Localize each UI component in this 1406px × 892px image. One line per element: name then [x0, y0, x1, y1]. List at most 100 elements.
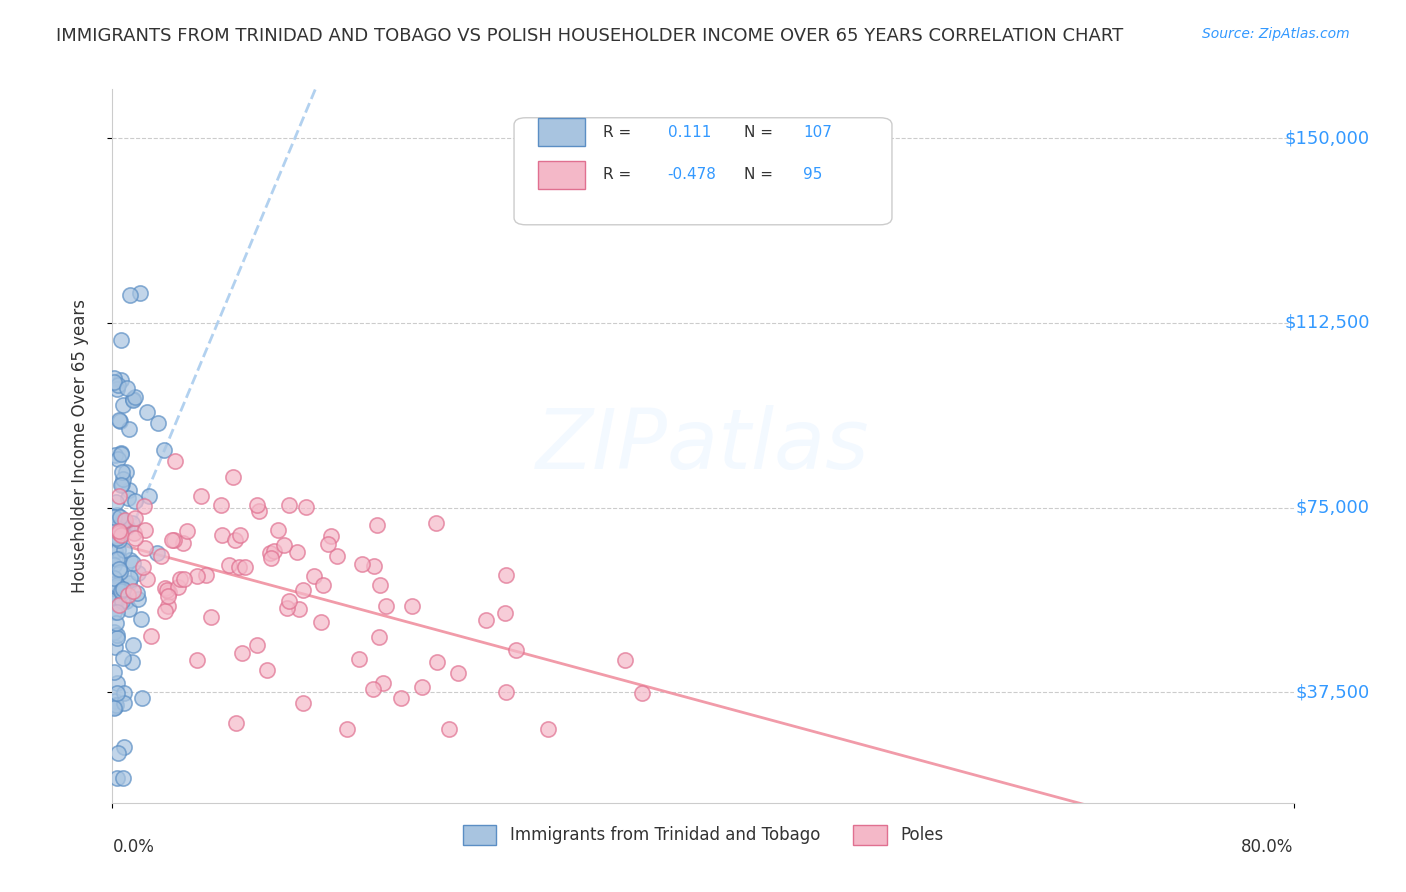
- Point: [246, 638, 269, 652]
- Point: [118, 602, 141, 616]
- Point: [108, 562, 131, 576]
- Point: [124, 531, 146, 545]
- Point: [319, 529, 342, 543]
- Point: [117, 589, 139, 603]
- Point: [103, 582, 125, 596]
- Point: [103, 596, 125, 610]
- Point: [288, 602, 311, 616]
- Point: [121, 583, 143, 598]
- Point: [112, 686, 135, 700]
- Point: [373, 676, 395, 690]
- Point: [111, 520, 134, 534]
- Point: [361, 681, 384, 696]
- Point: [117, 491, 139, 505]
- Point: [613, 653, 636, 667]
- Point: [336, 722, 359, 736]
- Point: [107, 543, 129, 558]
- Point: [117, 381, 139, 395]
- FancyBboxPatch shape: [515, 118, 891, 225]
- Point: [260, 551, 283, 566]
- Point: [218, 558, 240, 572]
- Text: 0.0%: 0.0%: [112, 838, 155, 856]
- Point: [505, 643, 527, 657]
- Point: [495, 568, 517, 582]
- Text: $75,000: $75,000: [1296, 499, 1369, 516]
- Point: [104, 694, 127, 708]
- Point: [495, 684, 517, 698]
- Point: [326, 549, 349, 564]
- Point: [108, 526, 131, 541]
- Point: [114, 516, 136, 530]
- Point: [256, 663, 278, 677]
- Point: [273, 538, 295, 552]
- Point: [221, 470, 243, 484]
- Point: [103, 625, 125, 640]
- Point: [401, 599, 423, 613]
- Point: [103, 593, 125, 607]
- Point: [103, 583, 125, 598]
- Point: [108, 524, 131, 538]
- Text: $150,000: $150,000: [1285, 129, 1369, 147]
- Text: 0.111: 0.111: [668, 125, 711, 139]
- Point: [259, 546, 281, 560]
- Point: [146, 416, 169, 430]
- Point: [105, 628, 128, 642]
- FancyBboxPatch shape: [537, 118, 585, 146]
- Point: [105, 577, 128, 591]
- Point: [173, 573, 195, 587]
- Point: [211, 499, 233, 513]
- Point: [233, 560, 256, 574]
- Point: [104, 700, 127, 714]
- Point: [108, 510, 131, 524]
- Point: [107, 451, 129, 466]
- Point: [107, 746, 129, 760]
- Point: [114, 696, 136, 710]
- Text: -0.478: -0.478: [668, 168, 717, 182]
- Point: [103, 509, 125, 524]
- Point: [111, 476, 134, 491]
- Point: [211, 528, 233, 542]
- Point: [121, 392, 143, 406]
- Point: [366, 517, 388, 532]
- Point: [494, 607, 516, 621]
- Point: [105, 771, 128, 785]
- Point: [104, 494, 127, 508]
- Point: [108, 552, 131, 566]
- Point: [316, 537, 339, 551]
- Point: [107, 378, 129, 392]
- Point: [167, 580, 190, 594]
- Text: ZIPatlas: ZIPatlas: [536, 406, 870, 486]
- Point: [134, 523, 156, 537]
- Point: [121, 393, 143, 408]
- Point: [114, 465, 136, 479]
- Point: [103, 665, 125, 679]
- Point: [104, 698, 127, 712]
- Point: [139, 629, 162, 643]
- Point: [108, 598, 131, 612]
- Point: [108, 413, 131, 427]
- Point: [108, 533, 131, 547]
- Point: [131, 560, 153, 574]
- Point: [156, 589, 179, 603]
- Point: [103, 375, 125, 389]
- Point: [105, 631, 128, 645]
- Point: [172, 536, 194, 550]
- Point: [176, 524, 198, 539]
- Point: [149, 549, 172, 564]
- Point: [127, 586, 149, 600]
- Point: [107, 522, 129, 536]
- Point: [105, 382, 128, 396]
- Text: IMMIGRANTS FROM TRINIDAD AND TOBAGO VS POLISH HOUSEHOLDER INCOME OVER 65 YEARS C: IMMIGRANTS FROM TRINIDAD AND TOBAGO VS P…: [56, 27, 1123, 45]
- Point: [112, 739, 135, 754]
- Text: 80.0%: 80.0%: [1241, 838, 1294, 856]
- Point: [112, 543, 135, 558]
- Point: [110, 584, 132, 599]
- Point: [295, 500, 318, 514]
- Point: [122, 639, 145, 653]
- Point: [118, 483, 141, 497]
- Point: [631, 686, 654, 700]
- Text: 95: 95: [803, 168, 823, 182]
- Point: [103, 576, 125, 591]
- Point: [291, 696, 314, 710]
- Point: [186, 569, 208, 583]
